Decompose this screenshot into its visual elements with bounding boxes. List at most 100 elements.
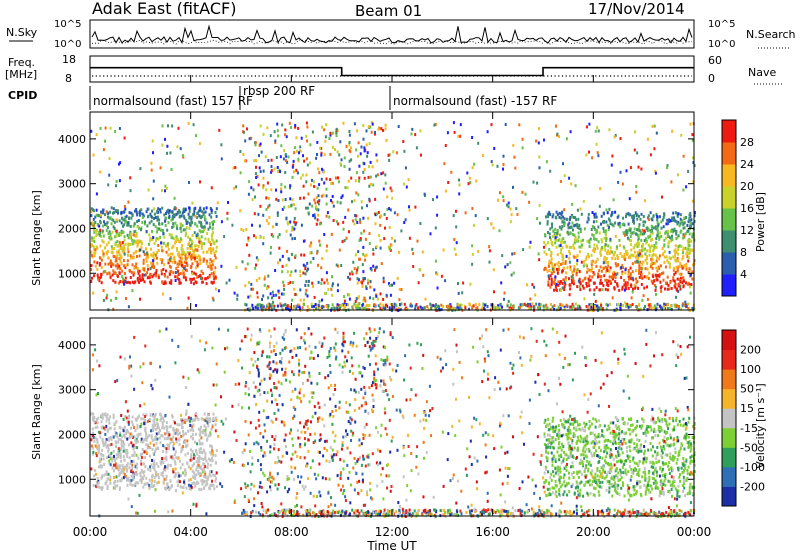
scatter-cell <box>564 261 567 265</box>
scatter-cell <box>609 450 612 454</box>
scatter-cell <box>191 424 194 428</box>
scatter-cell <box>576 285 579 289</box>
scatter-cell <box>339 201 342 205</box>
scatter-cell <box>587 216 590 220</box>
scatter-cell <box>95 451 98 455</box>
scatter-cell <box>629 228 632 232</box>
scatter-cell <box>313 295 316 299</box>
scatter-cell <box>121 464 124 468</box>
scatter-cell <box>164 219 167 223</box>
scatter-cell <box>404 166 407 170</box>
scatter-cell <box>107 241 110 245</box>
scatter-cell <box>551 215 554 219</box>
scatter-cell <box>634 286 637 290</box>
scatter-cell <box>623 459 626 463</box>
scatter-cell <box>403 302 406 306</box>
scatter-cell <box>152 273 155 277</box>
scatter-cell <box>348 130 351 133</box>
scatter-cell <box>252 287 254 291</box>
scatter-cell <box>156 218 159 222</box>
scatter-cell <box>673 249 676 253</box>
scatter-cell <box>509 261 512 265</box>
scatter-cell <box>210 452 213 456</box>
scatter-cell <box>154 436 157 440</box>
scatter-cell <box>114 130 117 133</box>
scatter-cell <box>650 461 653 465</box>
scatter-cell <box>166 151 168 155</box>
scatter-cell <box>408 208 411 212</box>
scatter-cell <box>308 202 311 206</box>
scatter-cell <box>158 436 161 440</box>
scatter-cell <box>403 221 406 224</box>
scatter-cell <box>389 186 392 190</box>
scatter-cell <box>165 216 168 220</box>
scatter-cell <box>155 470 158 474</box>
scatter-cell <box>436 195 439 199</box>
scatter-cell <box>600 214 603 218</box>
scatter-cell <box>276 214 279 217</box>
scatter-cell <box>125 465 128 469</box>
scatter-cell <box>91 412 94 416</box>
scatter-cell <box>194 259 197 263</box>
scatter-cell <box>245 303 248 307</box>
scatter-cell <box>104 213 106 217</box>
scatter-cell <box>658 237 661 241</box>
scatter-cell <box>348 272 351 276</box>
scatter-cell <box>150 463 153 467</box>
scatter-cell <box>207 475 210 479</box>
scatter-cell <box>402 182 405 186</box>
scatter-cell <box>333 306 336 310</box>
scatter-cell <box>641 262 644 266</box>
scatter-cell <box>189 423 192 427</box>
scatter-cell <box>611 256 614 260</box>
scatter-cell <box>554 428 557 432</box>
scatter-cell <box>369 296 371 300</box>
scatter-cell <box>130 426 132 430</box>
scatter-cell <box>179 226 182 230</box>
scatter-cell <box>277 289 280 293</box>
scatter-cell <box>568 256 571 260</box>
scatter-cell <box>187 416 190 420</box>
scatter-cell <box>682 251 684 255</box>
scatter-cell <box>201 429 204 433</box>
scatter-cell <box>267 205 270 209</box>
scatter-cell <box>539 303 542 307</box>
scatter-cell <box>275 156 278 159</box>
scatter-cell <box>661 195 663 199</box>
scatter-cell <box>661 218 664 222</box>
scatter-cell <box>686 224 689 227</box>
scatter-cell <box>588 274 591 278</box>
scatter-cell <box>135 437 138 441</box>
scatter-cell <box>603 236 606 240</box>
scatter-cell <box>565 254 568 258</box>
scatter-cell <box>264 155 267 159</box>
scatter-cell <box>519 306 521 309</box>
scatter-cell <box>185 486 188 490</box>
scatter-cell <box>115 184 117 188</box>
scatter-cell <box>243 159 246 163</box>
scatter-cell <box>670 307 673 311</box>
scatter-cell <box>162 474 165 478</box>
scatter-cell <box>329 131 332 135</box>
scatter-cell <box>249 307 252 311</box>
scatter-cell <box>609 246 612 250</box>
scatter-cell <box>141 476 144 480</box>
scatter-cell <box>347 303 350 307</box>
scatter-cell <box>364 237 367 241</box>
scatter-cell <box>177 251 180 255</box>
scatter-cell <box>213 220 216 223</box>
scatter-cell <box>99 213 102 217</box>
scatter-cell <box>676 304 679 308</box>
scatter-cell <box>93 436 96 439</box>
scatter-cell <box>680 133 683 137</box>
scatter-cell <box>150 429 152 433</box>
scatter-cell <box>692 263 695 267</box>
scatter-cell <box>294 125 297 129</box>
scatter-cell <box>665 462 668 466</box>
scatter-cell <box>353 302 356 306</box>
scatter-cell <box>615 247 618 251</box>
scatter-cell <box>178 262 181 266</box>
scatter-cell <box>665 255 668 259</box>
scatter-cell <box>193 481 196 485</box>
scatter-cell <box>510 306 513 310</box>
